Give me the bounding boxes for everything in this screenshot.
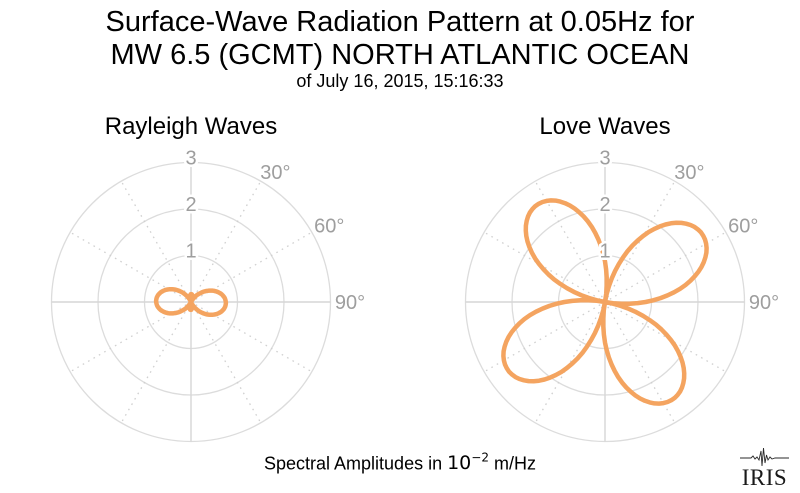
angle-tick-label: 30° xyxy=(260,162,290,184)
angle-tick-label: 90° xyxy=(749,292,779,314)
seismogram-trace-icon xyxy=(740,447,789,467)
iris-logo-text: IRIS xyxy=(742,465,787,490)
angle-tick-label: 60° xyxy=(728,215,758,237)
grid-dotted-spoke xyxy=(607,306,676,424)
radial-tick-label: 3 xyxy=(185,148,196,170)
iris-logo: IRIS xyxy=(740,447,789,490)
radial-tick-label: 2 xyxy=(185,194,196,216)
radial-tick-label: 3 xyxy=(599,148,610,170)
caption-power: 10−2 xyxy=(447,451,489,475)
radial-tick-label: 2 xyxy=(599,194,610,216)
caption-power-exponent: −2 xyxy=(471,451,489,465)
amplitude-units-caption: Spectral Amplitudes in 10−2 m/Hz xyxy=(0,451,800,474)
grid-dotted-spoke xyxy=(609,304,727,373)
grid-dotted-spoke xyxy=(69,231,187,300)
grid-dotted-spoke xyxy=(534,180,603,298)
figure-subtitle: of July 16, 2015, 15:16:33 xyxy=(296,71,504,91)
grid-dotted-spoke xyxy=(609,231,727,300)
title-line-1: Surface-Wave Radiation Pattern at 0.05Hz… xyxy=(105,6,695,38)
angle-tick-label: 30° xyxy=(674,162,704,184)
angle-tick-label: 90° xyxy=(335,292,365,314)
grid-dotted-spoke xyxy=(483,304,601,373)
caption-power-base: 10 xyxy=(447,452,472,475)
grid-dotted-spoke xyxy=(120,180,189,298)
grid-dotted-spoke xyxy=(195,304,313,373)
grid-dotted-spoke xyxy=(483,231,601,300)
rayleigh-polar-plot: 1 2 3 30° 60° 90° xyxy=(50,145,368,443)
rayleigh-spectral-amplitude-curve xyxy=(153,286,229,318)
angle-tick-label: 60° xyxy=(314,215,344,237)
radial-tick-label: 1 xyxy=(599,241,610,263)
grid-dotted-spoke xyxy=(193,180,262,298)
rayleigh-plot-title: Rayleigh Waves xyxy=(104,113,278,140)
caption-prefix: Spectral Amplitudes in xyxy=(264,453,443,474)
grid-dotted-spoke xyxy=(534,306,603,424)
grid-dotted-spoke xyxy=(69,304,187,373)
grid-dotted-spoke xyxy=(195,231,313,300)
love-plot-title: Love Waves xyxy=(539,113,671,140)
love-spectral-amplitude-curve xyxy=(501,198,709,406)
radial-tick-label: 1 xyxy=(185,241,196,263)
grid-dotted-spoke xyxy=(193,306,262,424)
figure-title: Surface-Wave Radiation Pattern at 0.05Hz… xyxy=(0,6,800,72)
title-line-2: MW 6.5 (GCMT) NORTH ATLANTIC OCEAN xyxy=(110,39,690,71)
grid-dotted-spoke xyxy=(607,180,676,298)
caption-suffix: m/Hz xyxy=(493,453,536,474)
grid-dotted-spoke xyxy=(120,306,189,424)
love-polar-plot: 1 2 3 30° 60° 90° xyxy=(464,145,782,443)
